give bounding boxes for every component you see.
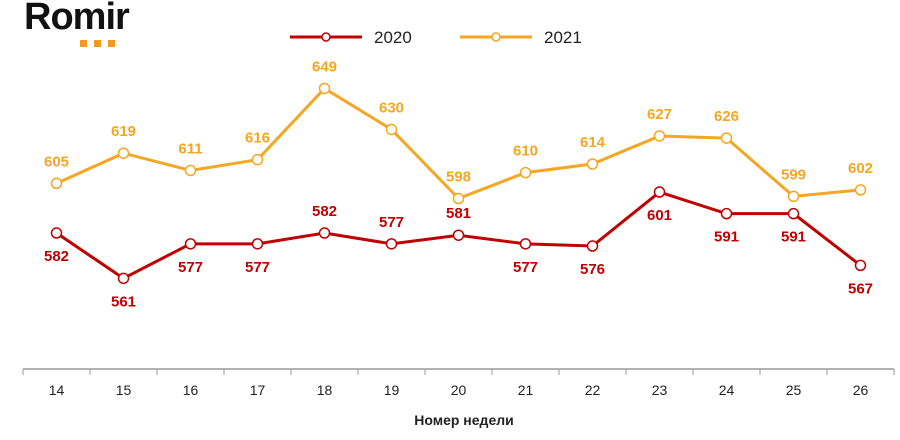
data-point-2020 [251, 238, 264, 250]
data-point-2021 [720, 132, 733, 144]
data-label-2020: 582 [312, 203, 337, 220]
data-label-2020: 582 [44, 248, 69, 265]
data-label-2020: 577 [245, 259, 270, 276]
x-tick-label: 23 [652, 382, 668, 398]
data-label-2021: 626 [714, 108, 739, 125]
x-tick-label: 20 [451, 382, 467, 398]
legend-marker-2021 [491, 32, 501, 42]
data-label-2020: 591 [781, 229, 806, 246]
data-label-2021: 616 [245, 130, 270, 147]
data-label-2021: 598 [446, 169, 471, 186]
data-point-2021 [117, 147, 130, 159]
data-label-2021: 605 [44, 153, 69, 170]
data-label-2020: 577 [178, 259, 203, 276]
data-point-2021 [653, 130, 666, 142]
data-label-2021: 619 [111, 123, 136, 140]
x-tick-label: 25 [786, 382, 802, 398]
data-label-2021: 614 [580, 134, 606, 151]
data-point-2021 [854, 184, 867, 196]
data-point-2021 [184, 164, 197, 177]
romir-logo: Romir [24, 0, 130, 38]
legend-label-2021: 2021 [544, 28, 582, 47]
x-tick-label: 24 [719, 382, 735, 398]
data-point-2020 [787, 207, 800, 220]
data-point-2020 [519, 238, 532, 250]
data-point-2021 [251, 153, 264, 166]
data-point-2021 [519, 166, 532, 179]
data-label-2021: 602 [848, 160, 873, 177]
x-tick-label: 15 [116, 382, 132, 398]
data-point-2020 [50, 227, 63, 239]
data-point-2020 [318, 227, 331, 239]
data-label-2020: 591 [714, 229, 739, 246]
data-label-2020: 581 [446, 205, 471, 222]
data-label-2021: 599 [781, 166, 806, 183]
data-point-2020 [653, 186, 666, 198]
data-point-2021 [452, 192, 465, 205]
data-label-2020: 567 [848, 280, 873, 297]
data-label-2021: 649 [312, 58, 337, 75]
logo-dots [80, 40, 115, 47]
x-tick-label: 16 [183, 382, 199, 398]
x-tick-label: 22 [585, 382, 601, 398]
data-label-2020: 577 [379, 214, 404, 231]
data-point-2020 [117, 272, 130, 285]
x-tick-label: 21 [518, 382, 534, 398]
legend-marker-2020 [321, 32, 331, 42]
x-tick-label: 17 [250, 382, 266, 398]
data-label-2021: 630 [379, 99, 404, 116]
data-point-2020 [586, 240, 599, 252]
x-tick-label: 18 [317, 382, 333, 398]
data-label-2020: 601 [647, 207, 672, 224]
data-label-2021: 611 [178, 140, 202, 157]
data-point-2021 [385, 123, 398, 136]
data-point-2021 [787, 190, 800, 203]
data-point-2020 [452, 229, 465, 241]
legend-label-2020: 2020 [374, 28, 412, 47]
data-point-2021 [318, 82, 331, 95]
data-label-2020: 576 [580, 261, 605, 278]
data-point-2021 [586, 158, 599, 170]
x-tick-label: 26 [853, 382, 869, 398]
data-label-2021: 610 [513, 143, 538, 160]
x-tick-label: 19 [384, 382, 400, 398]
x-tick-label: 14 [49, 382, 65, 398]
data-point-2020 [385, 238, 398, 250]
data-label-2020: 561 [111, 293, 136, 310]
data-point-2021 [50, 177, 63, 190]
data-label-2020: 577 [513, 259, 538, 276]
data-point-2020 [720, 207, 733, 220]
data-label-2021: 627 [647, 106, 672, 123]
data-point-2020 [184, 238, 197, 250]
data-point-2020 [854, 259, 867, 272]
x-axis-title: Номер недели [414, 412, 513, 428]
